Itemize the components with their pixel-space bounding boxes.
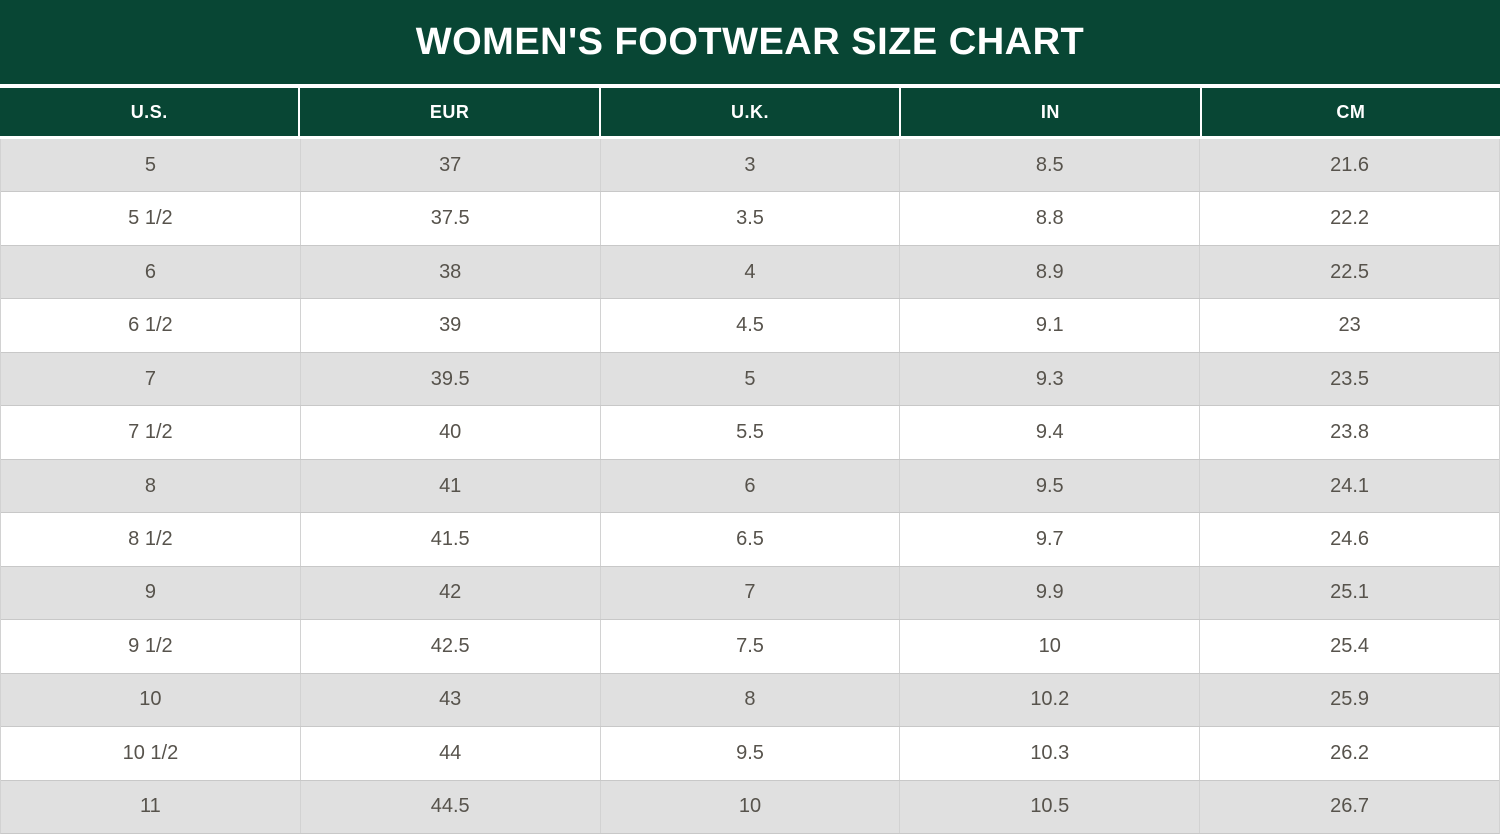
table-cell: 22.5 [1199, 245, 1499, 299]
table-cell: 43 [299, 673, 600, 727]
table-cell: 37.5 [299, 192, 600, 245]
table-cell: 3 [599, 139, 900, 192]
table-cell: 25.4 [1199, 620, 1499, 673]
table-cell: 26.2 [1199, 727, 1499, 780]
table-cell: 23.8 [1199, 406, 1499, 459]
table-cell: 9.7 [899, 513, 1199, 566]
table-cell: 9.4 [899, 406, 1199, 459]
table-cell: 37 [299, 139, 600, 192]
table-cell: 6 [599, 459, 900, 513]
table-cell: 9.1 [899, 299, 1199, 352]
table-cell: 5.5 [599, 406, 900, 459]
table-cell: 10.2 [899, 673, 1199, 727]
table-cell: 6 1/2 [128, 314, 173, 337]
table-cell: 4 [599, 245, 900, 299]
table-cell: 8 [599, 673, 900, 727]
table-row: 5 1/2 37.5 3.5 8.8 22.2 [1, 191, 1499, 245]
table-body: 5 37 3 8.5 21.6 5 1/2 37.5 3.5 8.8 22.2 6 38 4 8.9 22.… [0, 139, 1500, 834]
chart-title-bar: WOMEN'S FOOTWEAR SIZE CHART [0, 0, 1500, 84]
table-cell: 6.5 [599, 513, 900, 566]
table-cell: 40 [299, 406, 600, 459]
table-cell: 9.9 [899, 566, 1199, 620]
table-cell: 22.2 [1199, 192, 1499, 245]
table-row: 9 42 7 9.9 25.1 [1, 565, 1499, 620]
table-row: 8 41 6 9.5 24.1 [1, 458, 1499, 513]
table-row: 7 1/2 40 5.5 9.4 23.8 [1, 405, 1499, 459]
table-cell: 42 [299, 566, 600, 620]
table-cell: 23 [1199, 299, 1499, 352]
table-cell: 25.1 [1199, 566, 1499, 620]
table-cell: 41.5 [299, 513, 600, 566]
table-cell: 10 1/2 [122, 741, 179, 764]
table-cell: 9.3 [899, 352, 1199, 406]
table-cell: 5 [144, 153, 156, 176]
table-cell: 44 [299, 727, 600, 780]
table-cell: 8 [144, 474, 156, 497]
chart-title: WOMEN'S FOOTWEAR SIZE CHART [415, 20, 1085, 63]
table-cell: 23.5 [1199, 352, 1499, 406]
table-cell: 38 [299, 245, 600, 299]
table-cell: 10 [899, 620, 1199, 673]
table-cell: 7.5 [599, 620, 900, 673]
table-row: 9 1/2 42.5 7.5 10 25.4 [1, 619, 1499, 673]
table-cell: 11 [140, 795, 161, 818]
table-cell: 39 [299, 299, 600, 352]
table-cell: 9.5 [599, 727, 900, 780]
table-cell: 26.7 [1199, 780, 1499, 834]
table-row: 5 37 3 8.5 21.6 [1, 139, 1499, 192]
table-cell: 24.6 [1199, 513, 1499, 566]
table-cell: 7 [144, 367, 156, 390]
table-cell: 6 [144, 260, 156, 283]
table-cell: 3.5 [599, 192, 900, 245]
table-cell: 10.5 [899, 780, 1199, 834]
table-cell: 5 [599, 352, 900, 406]
column-header-eur: EUR [298, 88, 599, 136]
table-cell: 8.9 [899, 245, 1199, 299]
table-cell: 9 [144, 581, 156, 604]
table-cell: 21.6 [1199, 139, 1499, 192]
table-row: 11 44.5 10 10.5 26.7 [1, 779, 1499, 834]
table-cell: 44.5 [299, 780, 600, 834]
table-cell: 39.5 [299, 352, 600, 406]
table-cell: 5 1/2 [128, 207, 173, 230]
table-cell: 24.1 [1199, 459, 1499, 513]
column-header-row: U.S. EUR U.K. IN CM [0, 88, 1500, 136]
column-header-in: IN [899, 88, 1200, 136]
table-row: 6 38 4 8.9 22.5 [1, 244, 1499, 299]
table-cell: 9 1/2 [128, 634, 173, 657]
table-cell: 9.5 [899, 459, 1199, 513]
table-cell: 8.8 [899, 192, 1199, 245]
table-row: 10 43 8 10.2 25.9 [1, 672, 1499, 727]
table-cell: 4.5 [599, 299, 900, 352]
table-cell: 7 1/2 [128, 421, 173, 444]
column-header-uk: U.K. [598, 88, 900, 136]
table-row: 7 39.5 5 9.3 23.5 [1, 351, 1499, 406]
table-cell: 7 [599, 566, 900, 620]
table-cell: 8 1/2 [128, 528, 173, 551]
table-cell: 42.5 [299, 620, 600, 673]
table-cell: 10.3 [899, 727, 1199, 780]
column-header-us: U.S. [0, 88, 299, 136]
table-cell: 25.9 [1199, 673, 1499, 727]
table-row: 6 1/2 39 4.5 9.1 23 [1, 298, 1499, 352]
table-row: 8 1/2 41.5 6.5 9.7 24.6 [1, 512, 1499, 566]
table-cell: 8.5 [899, 139, 1199, 192]
table-row: 10 1/2 44 9.5 10.3 26.2 [1, 726, 1499, 780]
table-cell: 10 [139, 688, 162, 711]
column-header-cm: CM [1199, 88, 1500, 136]
table-cell: 10 [599, 780, 900, 834]
table-cell: 41 [299, 459, 600, 513]
